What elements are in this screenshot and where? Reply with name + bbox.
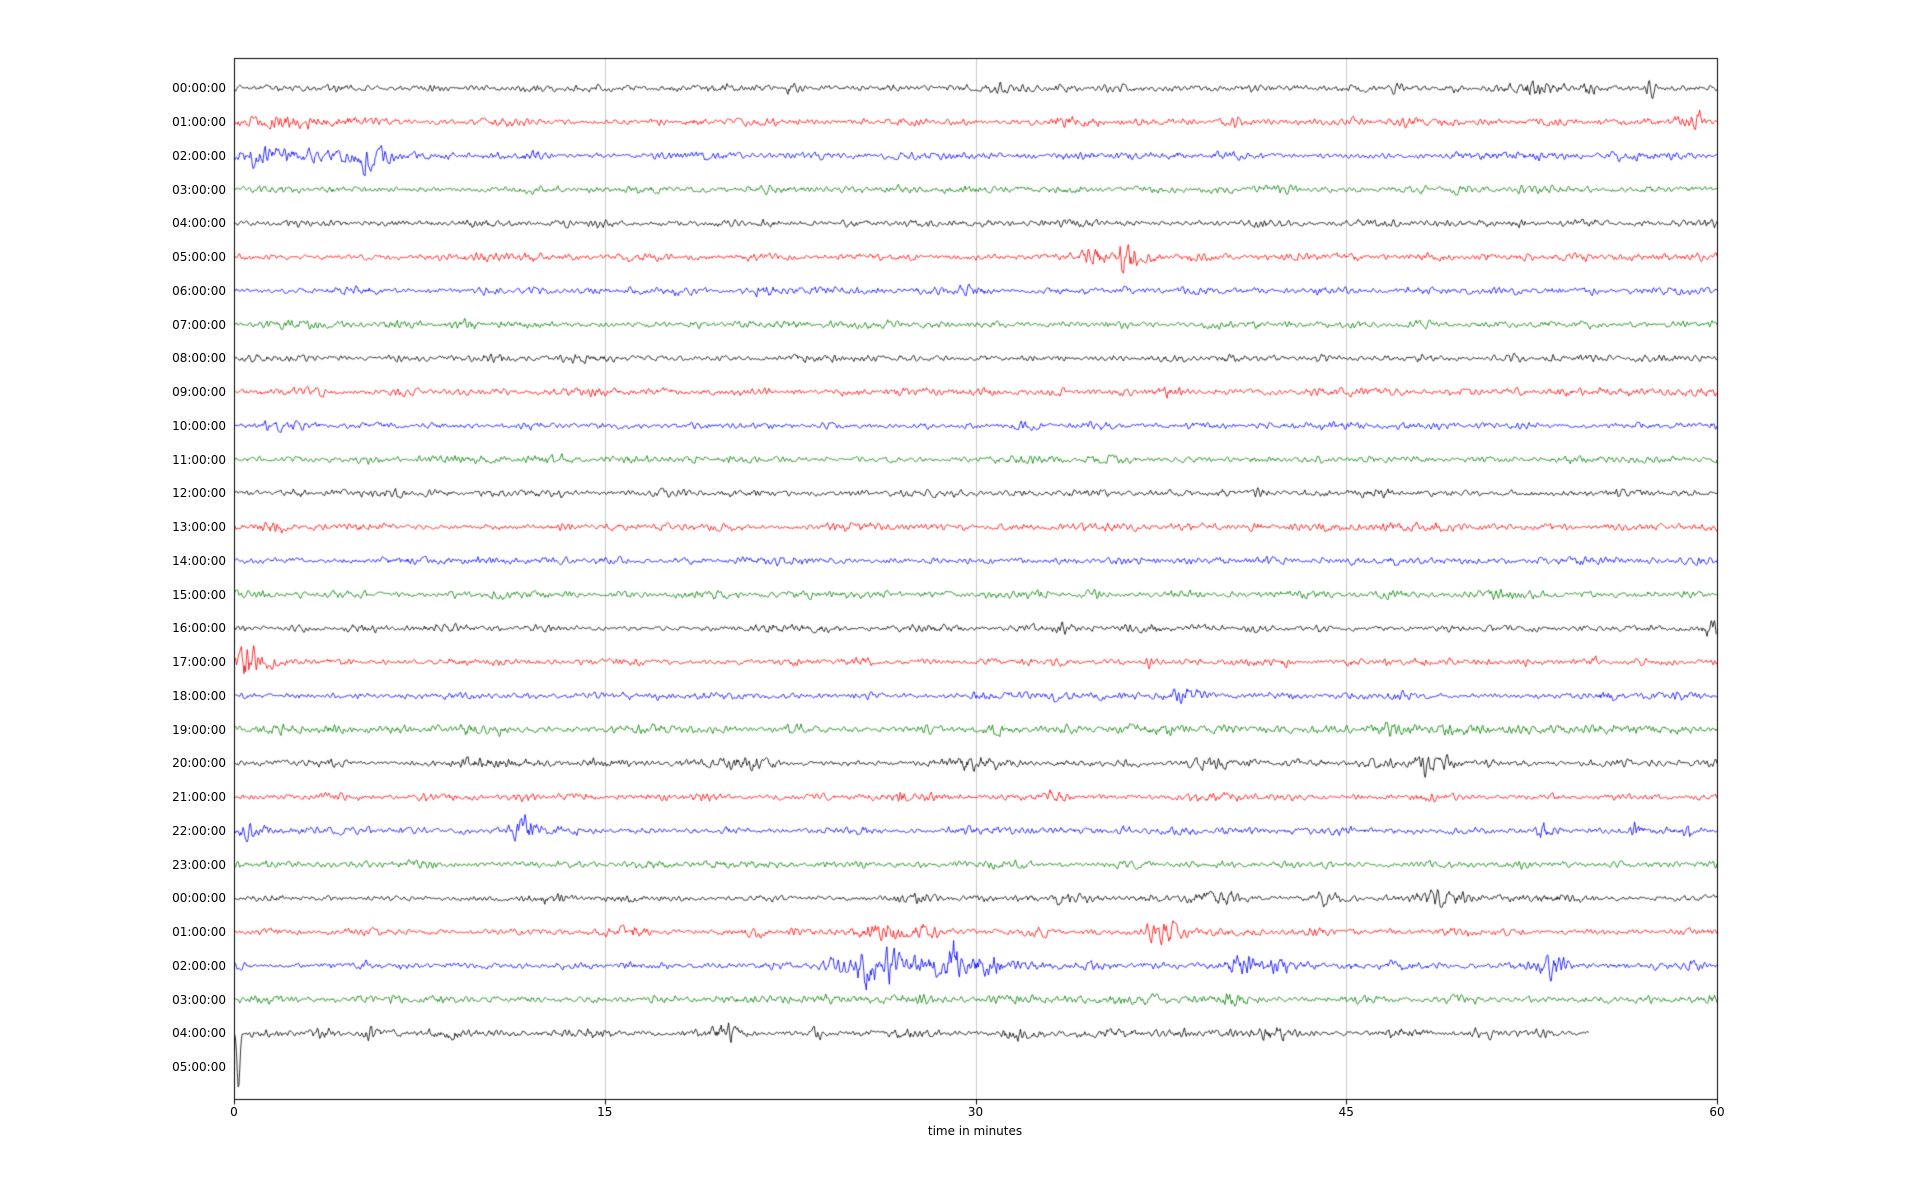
x-tick-label: 45	[1338, 1105, 1354, 1119]
row-label: 00:00:00	[172, 81, 226, 96]
row-label: 14:00:00	[172, 553, 226, 568]
row-label: 02:00:00	[172, 958, 226, 973]
x-tick-label: 60	[1709, 1105, 1725, 1119]
row-label: 19:00:00	[172, 722, 226, 737]
row-label: 05:00:00	[172, 1060, 226, 1075]
row-label: 02:00:00	[172, 148, 226, 163]
x-tick-label: 30	[967, 1105, 984, 1119]
row-label: 10:00:00	[172, 418, 226, 433]
row-label: 07:00:00	[172, 317, 226, 332]
row-label: 22:00:00	[172, 823, 226, 838]
row-label: 01:00:00	[172, 115, 226, 130]
row-label: 20:00:00	[172, 756, 226, 771]
x-tick-label: 15	[597, 1105, 613, 1119]
row-label: 23:00:00	[172, 857, 226, 872]
row-label: 16:00:00	[172, 621, 226, 636]
row-label: 09:00:00	[172, 385, 226, 400]
row-label: 13:00:00	[172, 520, 226, 535]
row-label: 12:00:00	[172, 486, 226, 501]
row-label: 00:00:00	[172, 891, 226, 906]
x-axis-label: time in minutes	[927, 1124, 1023, 1138]
row-label: 05:00:00	[172, 250, 226, 265]
row-label: 03:00:00	[172, 182, 226, 197]
row-label: 03:00:00	[172, 992, 226, 1007]
x-tick-label: 0	[230, 1105, 238, 1119]
row-label: 06:00:00	[172, 283, 226, 298]
row-label: 15:00:00	[172, 587, 226, 602]
row-label: 21:00:00	[172, 790, 226, 805]
row-label: 01:00:00	[172, 925, 226, 940]
row-label: 11:00:00	[172, 452, 226, 467]
row-label: 17:00:00	[172, 655, 226, 670]
row-label: 08:00:00	[172, 351, 226, 366]
row-label: 04:00:00	[172, 216, 226, 231]
row-label: 18:00:00	[172, 688, 226, 703]
row-label: 04:00:00	[172, 1026, 226, 1041]
